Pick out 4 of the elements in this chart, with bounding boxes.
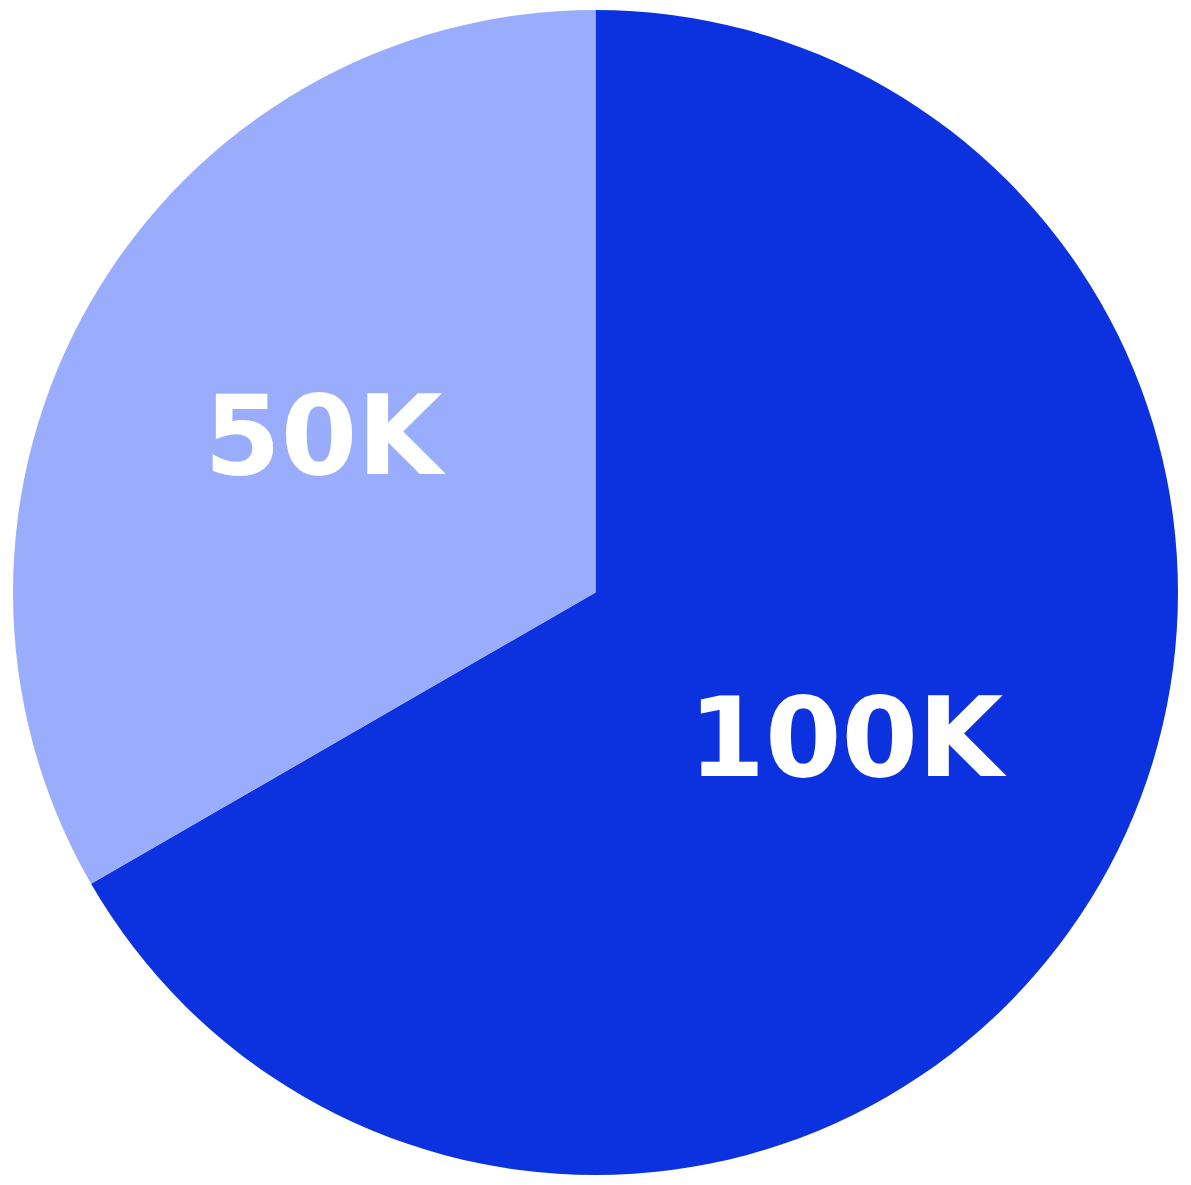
data-label: 100K: [688, 674, 1008, 803]
pie-slice: [13, 10, 596, 884]
data-label: 50K: [204, 372, 447, 501]
pie-slice: [91, 10, 1178, 1175]
